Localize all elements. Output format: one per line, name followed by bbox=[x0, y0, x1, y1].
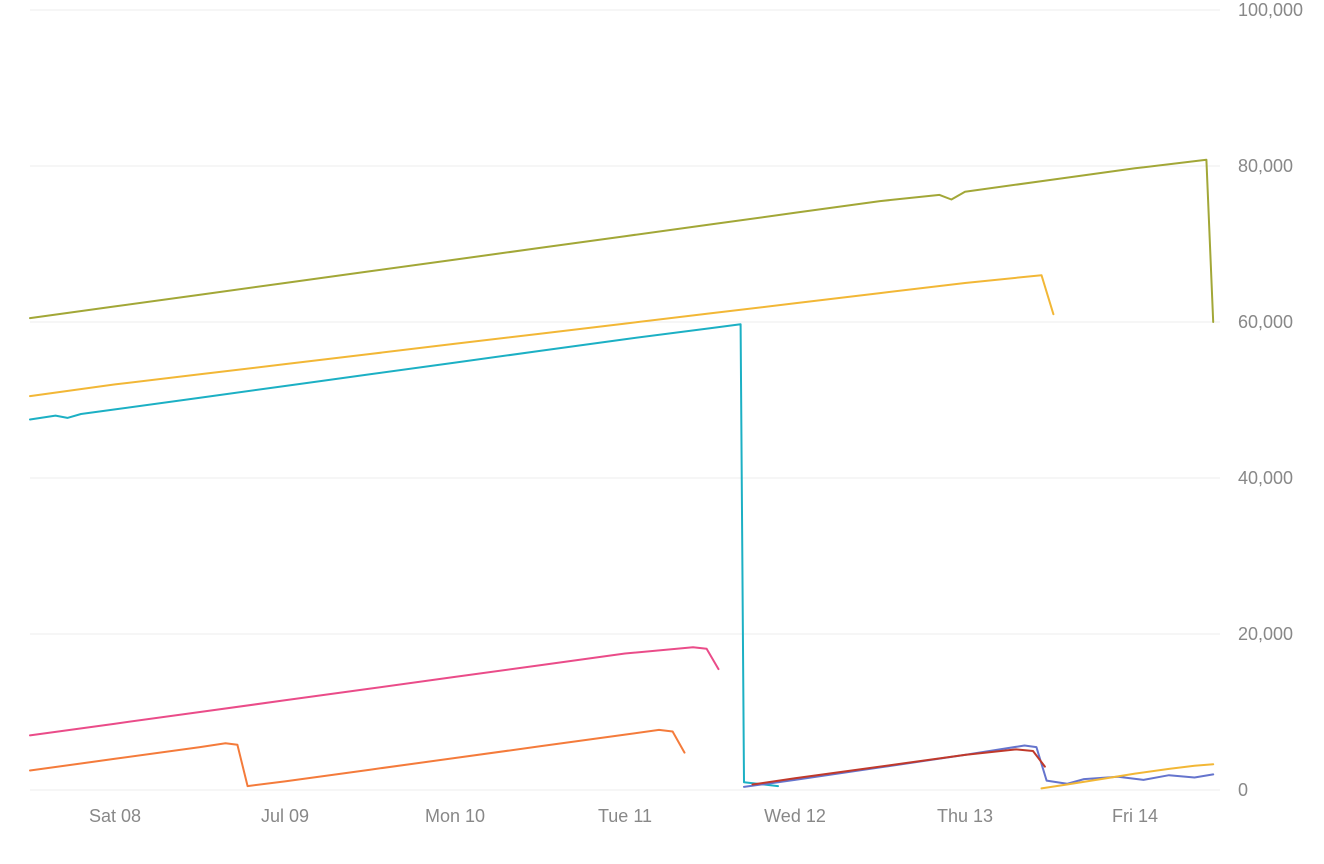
y-axis-label: 80,000 bbox=[1238, 156, 1293, 176]
series-orange bbox=[30, 730, 685, 786]
x-axis-label: Wed 12 bbox=[764, 806, 826, 826]
y-axis-label: 40,000 bbox=[1238, 468, 1293, 488]
x-axis-label: Tue 11 bbox=[598, 806, 652, 826]
x-axis-label: Mon 10 bbox=[425, 806, 485, 826]
series-slate-blue bbox=[744, 746, 1213, 787]
y-axis-label: 100,000 bbox=[1238, 0, 1303, 20]
series-olive bbox=[30, 160, 1213, 322]
y-axis-label: 20,000 bbox=[1238, 624, 1293, 644]
series-magenta bbox=[30, 647, 719, 735]
y-axis-label: 60,000 bbox=[1238, 312, 1293, 332]
x-axis-label: Jul 09 bbox=[261, 806, 309, 826]
y-axis-label: 0 bbox=[1238, 780, 1248, 800]
x-axis-label: Sat 08 bbox=[89, 806, 141, 826]
series-teal bbox=[30, 324, 778, 786]
x-axis-label: Fri 14 bbox=[1112, 806, 1158, 826]
chart-svg: 0 20,000 40,000 60,000 80,000 100,000 Sat 08 Ju… bbox=[0, 0, 1324, 864]
line-chart: 0 20,000 40,000 60,000 80,000 100,000 Sat 08 Ju… bbox=[0, 0, 1324, 864]
series-amber bbox=[30, 275, 1053, 396]
x-axis-label: Thu 13 bbox=[937, 806, 993, 826]
